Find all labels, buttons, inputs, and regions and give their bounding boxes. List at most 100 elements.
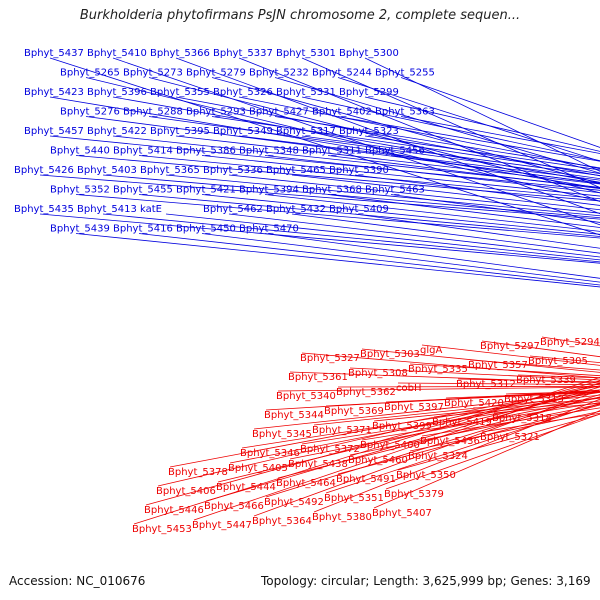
reverse-label-layer: Bphyt_5294Bphyt_5297glgABphyt_5303Bphyt_… — [132, 336, 600, 535]
reverse-label-leader — [289, 397, 600, 460]
forward-label-leader — [264, 155, 600, 194]
forward-gene-label: Bphyt_5416 — [113, 224, 173, 235]
reverse-label-leader — [409, 410, 600, 452]
forward-gene-label: Bphyt_5331 — [276, 87, 336, 98]
forward-label-leader — [201, 194, 600, 235]
reverse-label-leader — [193, 382, 600, 521]
forward-gene-label: katE — [140, 204, 162, 215]
reverse-label-leader — [325, 391, 600, 407]
forward-gene-label: Bphyt_5355 — [150, 87, 210, 98]
reverse-gene-label: Bphyt_5460 — [348, 455, 408, 466]
forward-gene-label: Bphyt_5276 — [60, 107, 120, 118]
forward-label-leader — [291, 174, 600, 211]
forward-label-leader — [148, 77, 600, 194]
forward-gene-label: Bphyt_5352 — [50, 185, 110, 196]
forward-gene-label: Bphyt_5440 — [50, 146, 110, 157]
reverse-label-leader — [373, 397, 600, 422]
forward-label-leader — [274, 116, 600, 169]
forward-label-leader — [165, 174, 600, 217]
reverse-gene-label: Bphyt_5400 — [360, 440, 420, 451]
reverse-label-leader — [217, 389, 600, 483]
forward-gene-label: Bphyt_5265 — [60, 68, 120, 79]
forward-gene-label: Bphyt_5463 — [365, 185, 425, 196]
forward-gene-label: Bphyt_5465 — [266, 165, 326, 176]
reverse-gene-label: Bphyt_5407 — [372, 508, 432, 519]
accession-label: Accession: NC_010676 — [9, 574, 146, 588]
forward-label-leader — [400, 116, 600, 154]
forward-gene-label: Bphyt_5413 — [77, 204, 137, 215]
forward-gene-label: Bphyt_5435 — [14, 204, 74, 215]
forward-gene-label: Bphyt_5437 — [24, 48, 84, 59]
reverse-label-leader — [421, 407, 600, 437]
reverse-label-leader — [397, 413, 600, 471]
forward-label-leader — [112, 135, 600, 188]
reverse-gene-label: Bphyt_5346 — [240, 448, 300, 459]
forward-gene-label: Bphyt_5326 — [213, 87, 273, 98]
forward-gene-label: Bphyt_5470 — [239, 224, 299, 235]
forward-label-leader — [327, 194, 600, 228]
reverse-label-leader — [145, 380, 600, 506]
reverse-gene-label: Bphyt_5350 — [396, 470, 456, 481]
forward-gene-label: Bphyt_5279 — [186, 68, 246, 79]
reverse-gene-label: Bphyt_5405 — [228, 463, 288, 474]
forward-gene-label: Bphyt_5386 — [176, 146, 236, 157]
forward-label-leader — [39, 213, 600, 264]
forward-gene-label: Bphyt_5301 — [276, 48, 336, 59]
forward-gene-label: Bphyt_5368 — [302, 185, 362, 196]
reverse-gene-label: Bphyt_5378 — [168, 467, 228, 478]
reverse-gene-label: Bphyt_5420 — [444, 398, 504, 409]
forward-gene-label: Bphyt_5348 — [239, 146, 299, 157]
reverse-gene-label: Bphyt_5361 — [288, 372, 348, 383]
reverse-label-leader — [397, 382, 600, 386]
reverse-gene-label: Bphyt_5340 — [276, 391, 336, 402]
forward-label-leader — [39, 174, 600, 220]
reverse-gene-label: Bphyt_5371 — [312, 425, 372, 436]
reverse-gene-label: Bphyt_5447 — [192, 520, 252, 531]
reverse-label-leader — [313, 398, 600, 513]
forward-gene-label: Bphyt_5273 — [123, 68, 183, 79]
forward-gene-label: Bphyt_5432 — [266, 204, 326, 215]
genome-stats-label: Topology: circular; Length: 3,625,999 bp… — [261, 574, 591, 588]
forward-label-leader — [301, 135, 600, 176]
reverse-label-leader — [265, 389, 600, 411]
forward-label-leader — [49, 135, 600, 191]
forward-gene-label: Bphyt_5299 — [339, 87, 399, 98]
forward-gene-label: Bphyt_5349 — [213, 126, 273, 137]
map-title: Burkholderia phytofirmans PsJN chromosom… — [79, 8, 521, 23]
forward-gene-label: Bphyt_5457 — [24, 126, 84, 137]
forward-label-leader — [102, 213, 600, 263]
reverse-gene-label: Bphyt_5464 — [276, 478, 336, 489]
reverse-label-leader — [133, 377, 600, 525]
forward-gene-label: Bphyt_5455 — [113, 185, 173, 196]
reverse-gene-label: Bphyt_5380 — [312, 512, 372, 523]
forward-gene-label: Bphyt_5439 — [50, 224, 110, 235]
forward-gene-label: Bphyt_5390 — [329, 165, 389, 176]
forward-gene-label: Bphyt_5427 — [249, 107, 309, 118]
reverse-gene-label: Bphyt_5491 — [336, 474, 396, 485]
forward-label-leader — [228, 213, 600, 258]
reverse-gene-label: Bphyt_5294 — [540, 337, 600, 348]
forward-gene-label: Bphyt_5366 — [150, 48, 210, 59]
reverse-label-leader — [349, 367, 600, 381]
forward-label-leader — [175, 57, 600, 215]
forward-gene-label: Bphyt_5394 — [239, 185, 299, 196]
forward-label-leader — [201, 233, 600, 283]
reverse-label-leader — [373, 410, 600, 509]
forward-label-leader — [165, 213, 600, 261]
reverse-label-leader — [385, 413, 600, 490]
reverse-label-leader — [229, 391, 600, 464]
reverse-label-leader — [169, 385, 600, 468]
forward-label-leader — [264, 194, 600, 232]
reverse-gene-label: glgA — [420, 345, 442, 356]
forward-gene-label: Bphyt_5323 — [339, 126, 399, 137]
reverse-gene-label: Bphyt_5444 — [216, 482, 276, 493]
forward-gene-label: Bphyt_5363 — [375, 107, 435, 118]
forward-gene-label: Bphyt_5456 — [365, 146, 425, 157]
forward-label-leader — [211, 77, 600, 184]
reverse-gene-label: Bphyt_5436 — [420, 436, 480, 447]
forward-label-leader — [75, 155, 600, 202]
forward-label-leader — [238, 96, 600, 170]
forward-label-leader — [327, 155, 600, 189]
reverse-label-leader — [277, 386, 600, 392]
forward-label-leader — [364, 135, 600, 171]
